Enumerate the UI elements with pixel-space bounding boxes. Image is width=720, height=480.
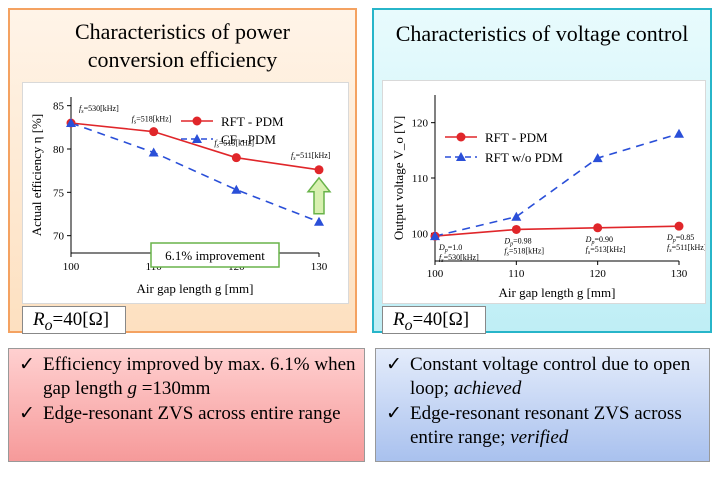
y-axis-label: Output voltage V_o [V]	[391, 116, 406, 240]
list-item: ✓ Constant voltage control due to open lo…	[386, 353, 701, 401]
frequency-label: fs=518[kHz]	[132, 115, 172, 126]
data-point	[314, 165, 324, 175]
voltage-chart-svg: 100 110 120 100 110 120 130 Air gap length g [m…	[391, 95, 707, 300]
data-point	[314, 216, 324, 226]
efficiency-chart: 70758085100110120130Air gap length g [mm…	[22, 82, 349, 304]
voltage-chart: 100 110 120 100 110 120 130 Air gap length g [m…	[382, 80, 707, 304]
legend-label: RFT - PDM	[221, 114, 284, 129]
series-line	[434, 225, 680, 237]
voltage-summary: ✓ Constant voltage control due to open lo…	[375, 348, 710, 462]
annotation-text: 6.1% improvement	[165, 248, 265, 263]
voltage-panel-title: Characteristics of voltage control	[395, 21, 689, 46]
ro-subscript: o	[404, 316, 413, 334]
data-point	[511, 211, 522, 221]
load-resistance-label-right: Ro=40[Ω]	[382, 306, 486, 334]
summary-text: Constant voltage control due to open loo…	[410, 354, 691, 399]
check-icon: ✓	[19, 354, 35, 375]
ro-symbol: R	[393, 309, 405, 330]
frequency-label: fs=513[kHz]	[586, 245, 626, 256]
y-tick-label: 75	[53, 187, 65, 199]
summary-text: Edge-resonant resonant ZVS across entire…	[410, 403, 682, 448]
summary-emphasis: verified	[510, 427, 569, 448]
annotation-box	[150, 242, 280, 268]
x-tick-label: 100	[427, 268, 444, 280]
up-arrow-icon	[306, 176, 332, 215]
x-tick-label: 130	[671, 268, 688, 280]
check-icon: ✓	[386, 354, 402, 375]
voltage-panel: Characteristics of voltage control 100 11…	[372, 8, 712, 334]
efficiency-panel: Characteristics of power conversion effi…	[8, 8, 357, 334]
data-point	[231, 184, 242, 194]
y-tick-label: 100	[412, 228, 429, 240]
series-line	[70, 122, 320, 223]
summary-text: Edge-resonant ZVS across entire range	[43, 403, 341, 424]
summary-emphasis: achieved	[453, 378, 522, 399]
x-tick-label: 120	[589, 268, 606, 280]
list-item: ✓ Edge-resonant resonant ZVS across entir…	[386, 402, 701, 450]
x-tick-label: 130	[311, 261, 328, 273]
summary-text: Efficiency improved by max. 6.1% when ga…	[43, 354, 356, 399]
x-axis-label: Air gap length g [mm]	[137, 281, 254, 296]
legend-marker	[456, 152, 466, 161]
duty-label: Dp=0.85	[666, 233, 694, 244]
summary-var: g	[127, 378, 137, 399]
improvement-annotation: 6.1% improvement	[150, 242, 280, 268]
legend-label: RFT - PDM	[485, 130, 548, 145]
y-tick-label: 70	[53, 231, 65, 243]
efficiency-chart-svg: 70758085100110120130Air gap length g [mm…	[29, 97, 332, 296]
x-tick-label: 100	[63, 261, 80, 273]
ro-value: =40[Ω]	[52, 309, 110, 330]
ro-value: =40[Ω]	[412, 309, 470, 330]
y-tick-label: 110	[412, 173, 429, 185]
data-point	[430, 231, 440, 241]
x-tick-label: 110	[508, 268, 525, 280]
duty-label: Dp=1.0	[438, 243, 462, 254]
legend-marker	[192, 134, 202, 143]
frequency-label: fs=518[kHz]	[504, 246, 544, 257]
frequency-label: fs=511[kHz]	[667, 243, 705, 254]
legend-label: RFT w/o PDM	[485, 150, 563, 165]
series-line	[434, 132, 680, 237]
data-point	[148, 147, 159, 157]
check-icon: ✓	[386, 403, 402, 424]
x-axis-label: Air gap length g [mm]	[499, 285, 616, 300]
legend-marker	[192, 116, 202, 126]
data-point	[674, 128, 684, 138]
legend-marker	[456, 132, 466, 142]
efficiency-title-line2: conversion efficiency	[87, 47, 278, 72]
y-axis-label: Actual efficiency η [%]	[29, 114, 44, 236]
frequency-label: fs=511[kHz]	[291, 151, 331, 162]
data-point	[66, 118, 76, 127]
list-item: ✓ Efficiency improved by max. 6.1% when g…	[19, 353, 356, 401]
list-item: ✓ Edge-resonant ZVS across entire range	[19, 402, 356, 426]
frequency-label: fs=530[kHz]	[79, 104, 119, 115]
y-tick-label: 120	[412, 118, 429, 130]
data-point	[674, 221, 684, 231]
summary-text: =130mm	[136, 378, 211, 399]
frequency-label: fs=530[kHz]	[439, 253, 479, 264]
series-line	[70, 122, 320, 171]
ro-symbol: R	[33, 309, 45, 330]
duty-label: Dp=0.90	[585, 235, 613, 246]
data-point	[149, 127, 159, 137]
efficiency-panel-title: Characteristics of power conversion effi…	[10, 18, 355, 80]
data-point	[592, 153, 603, 163]
data-point	[511, 224, 521, 234]
y-tick-label: 85	[53, 101, 65, 113]
efficiency-summary: ✓ Efficiency improved by max. 6.1% when g…	[8, 348, 365, 462]
load-resistance-label-left: Ro=40[Ω]	[22, 306, 126, 334]
duty-label: Dp=0.98	[503, 236, 531, 247]
frequency-label: fs=513[kHz]	[214, 139, 254, 150]
ro-subscript: o	[44, 316, 53, 334]
y-tick-label: 80	[53, 144, 65, 156]
data-point	[231, 153, 241, 163]
efficiency-title-line1: Characteristics of power	[74, 19, 291, 44]
legend-label: CF - PDM	[221, 132, 276, 147]
data-point	[593, 223, 603, 233]
check-icon: ✓	[19, 403, 35, 424]
